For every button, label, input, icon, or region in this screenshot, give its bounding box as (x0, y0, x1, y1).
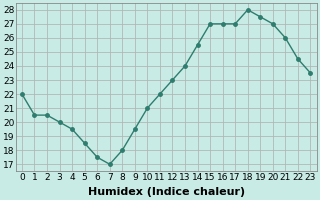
X-axis label: Humidex (Indice chaleur): Humidex (Indice chaleur) (88, 187, 245, 197)
